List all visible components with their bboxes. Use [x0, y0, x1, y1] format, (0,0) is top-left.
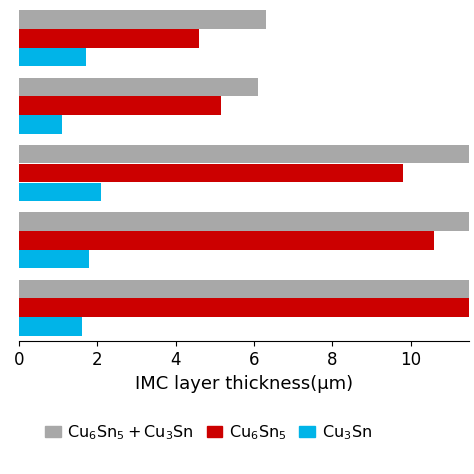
Bar: [19, 299, 469, 317]
Bar: [19, 164, 403, 182]
Bar: [19, 280, 474, 298]
Bar: [19, 115, 62, 134]
Bar: [19, 29, 199, 47]
Bar: [19, 212, 474, 231]
Bar: [19, 231, 434, 249]
Bar: [19, 48, 85, 66]
Bar: [19, 250, 90, 268]
X-axis label: IMC layer thickness(μm): IMC layer thickness(μm): [135, 374, 353, 392]
Bar: [19, 10, 265, 29]
Legend: $\mathrm{Cu_6Sn_5+Cu_3Sn}$, $\mathrm{Cu_6Sn_5}$, $\mathrm{Cu_3Sn}$: $\mathrm{Cu_6Sn_5+Cu_3Sn}$, $\mathrm{Cu_…: [38, 417, 378, 448]
Bar: [19, 97, 220, 115]
Bar: [19, 317, 82, 336]
Bar: [19, 145, 469, 164]
Bar: [19, 78, 258, 96]
Bar: [19, 182, 101, 201]
